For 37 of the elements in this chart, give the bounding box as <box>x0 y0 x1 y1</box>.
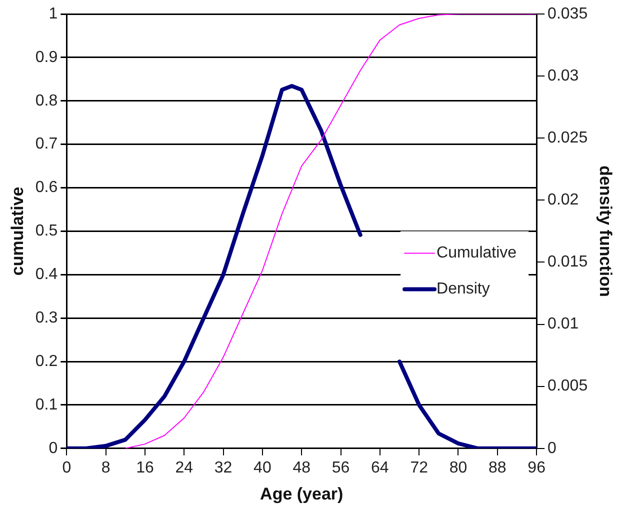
x-tick-label: 88 <box>488 459 506 476</box>
y-tick-label: 0 <box>48 440 58 457</box>
y-axis-title: cumulative <box>8 186 27 276</box>
y-tick-label: 1 <box>48 5 58 22</box>
y2-tick-label: 0.035 <box>548 5 588 22</box>
x-tick-label: 56 <box>332 459 350 476</box>
x-tick-label: 96 <box>528 459 546 476</box>
x-tick-label: 80 <box>449 459 468 476</box>
x-tick-label: 0 <box>62 459 72 476</box>
y-tick-label: 0.1 <box>35 396 58 414</box>
x-axis-title: Age (year) <box>260 484 344 504</box>
y2-tick-label: 0.025 <box>548 130 588 147</box>
y2-tick-label: 0.005 <box>548 378 588 395</box>
y2-tick-label: 0.02 <box>548 192 579 209</box>
y-tick-label: 0.4 <box>35 266 58 284</box>
y2-tick-label: 0.015 <box>548 254 588 271</box>
y-tick-label: 0.3 <box>35 309 58 326</box>
y-tick-label: 0.2 <box>35 352 58 370</box>
legend-label: Density <box>436 280 490 298</box>
x-tick-label: 8 <box>101 459 110 476</box>
y2-axis-title: density function <box>596 166 616 297</box>
x-tick-label: 24 <box>175 459 194 476</box>
y-tick-label: 0.5 <box>35 222 58 240</box>
x-tick-label: 64 <box>371 459 389 476</box>
x-tick-label: 48 <box>292 459 311 476</box>
x-tick-label: 40 <box>254 459 272 476</box>
y-tick-label: 0.8 <box>35 92 58 110</box>
x-tick-label: 16 <box>136 459 154 476</box>
y2-tick-label: 0 <box>548 440 557 457</box>
y2-tick-label: 0.03 <box>548 67 579 84</box>
x-tick-label: 72 <box>410 459 428 476</box>
legend-label: Cumulative <box>436 244 517 262</box>
y-tick-label: 0.6 <box>35 179 58 196</box>
y2-tick-label: 0.01 <box>548 316 579 333</box>
y-tick-label: 0.9 <box>35 48 58 66</box>
y-tick-label: 0.7 <box>35 136 58 153</box>
x-tick-label: 32 <box>214 459 232 476</box>
